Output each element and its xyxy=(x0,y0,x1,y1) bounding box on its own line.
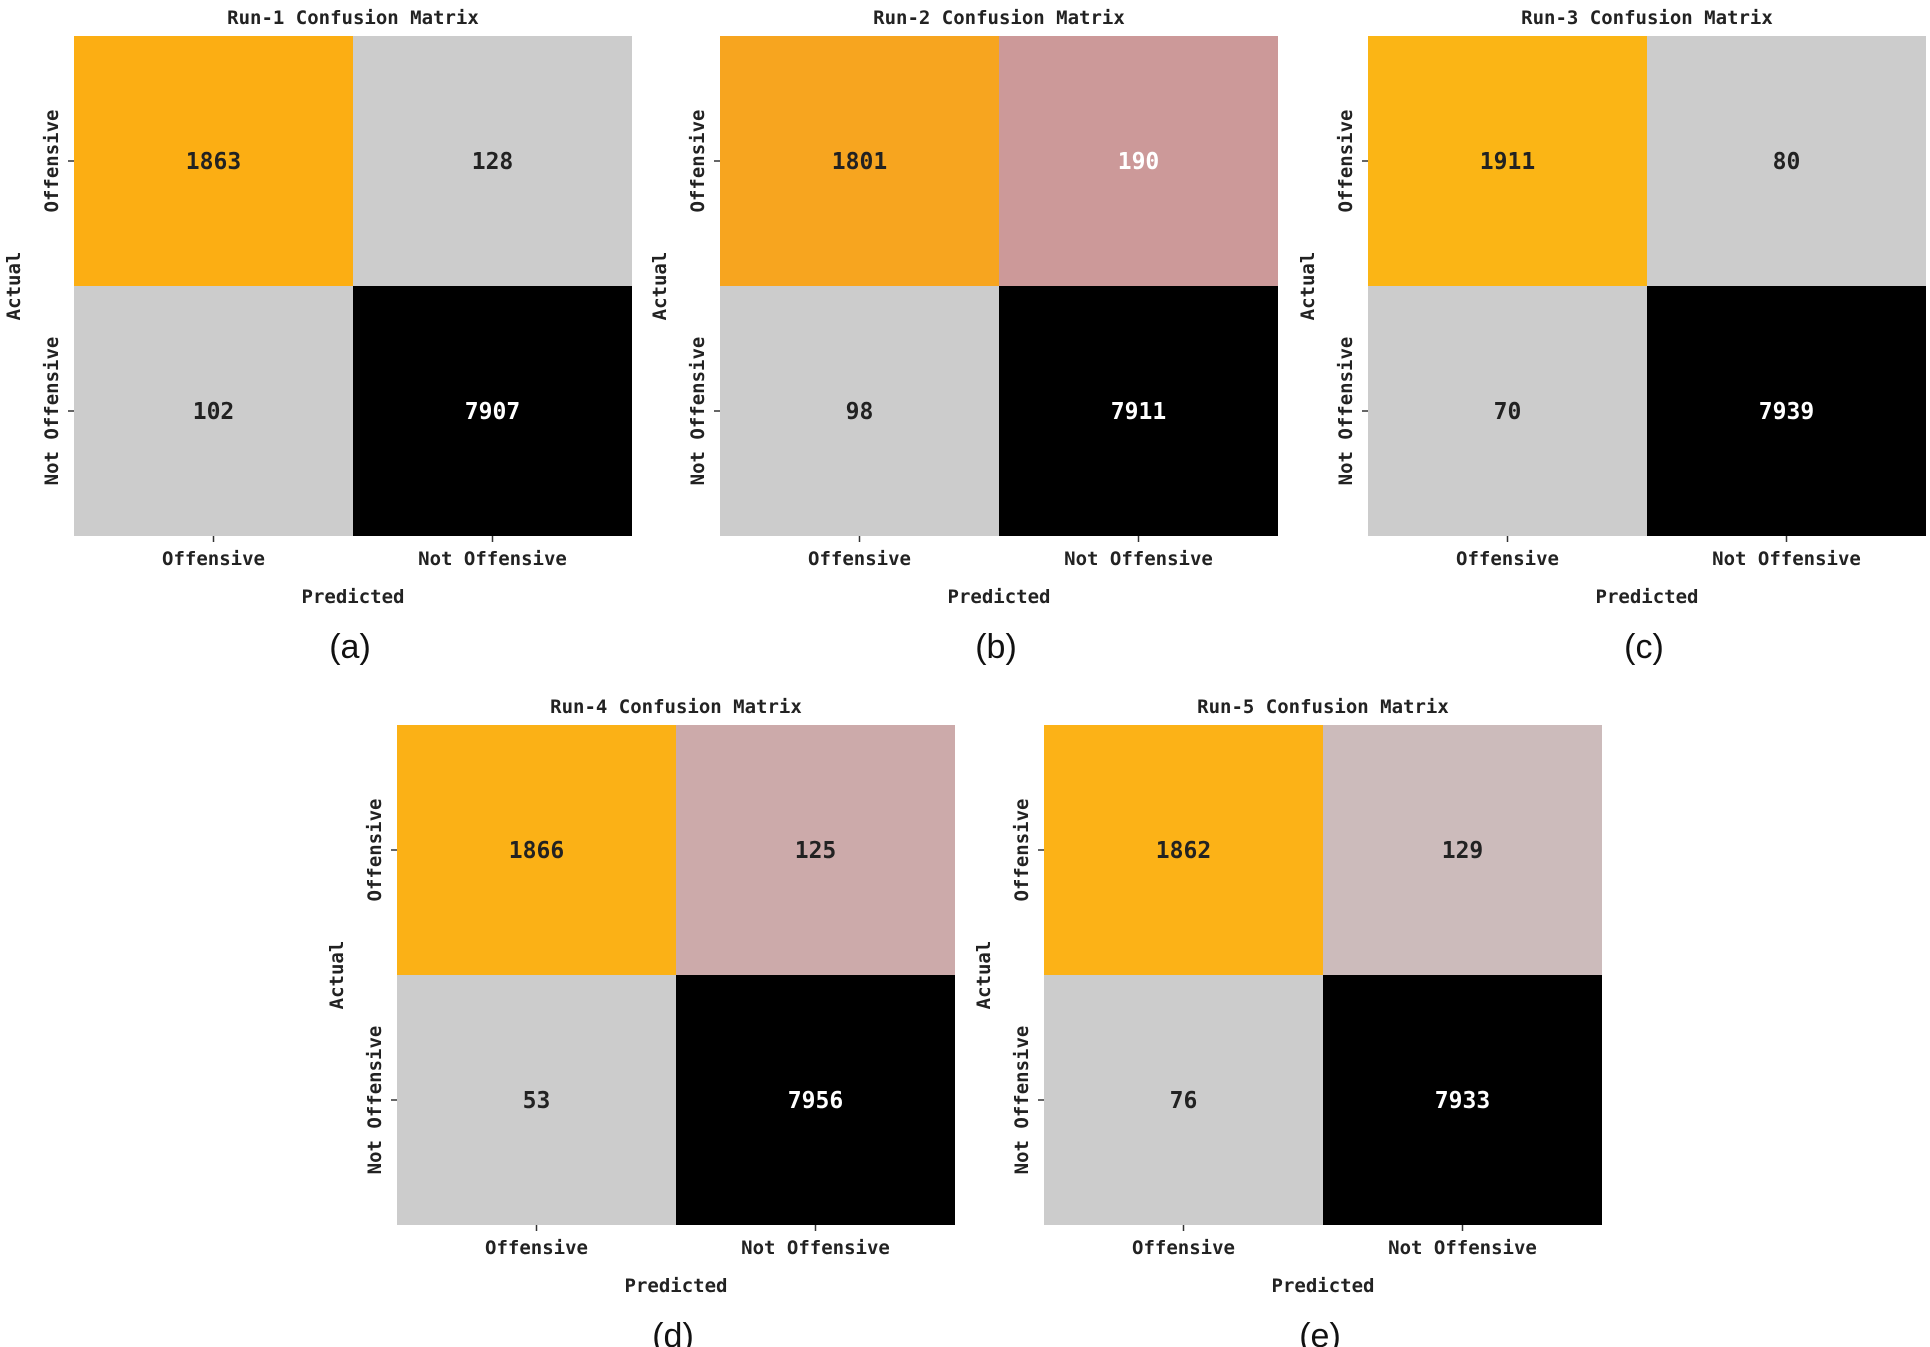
heatmap-cell xyxy=(1323,975,1602,1225)
y-tick-label: Offensive xyxy=(41,110,63,213)
heatmap-cell xyxy=(1323,725,1602,975)
x-axis-label: Predicted xyxy=(948,586,1051,608)
chart-title: Run-1 Confusion Matrix xyxy=(227,7,479,29)
cell-value-label: 1801 xyxy=(832,149,887,175)
cell-value-label: 1863 xyxy=(186,149,241,175)
panel-caption: (b) xyxy=(975,628,1017,666)
heatmap-cell xyxy=(1044,975,1323,1225)
y-tick-label: Not Offensive xyxy=(364,1026,386,1175)
heatmap-cell xyxy=(720,36,999,286)
confusion-matrix-panel-4: Run-4 Confusion Matrix 1866 125 53 7956 Offen… xyxy=(326,696,955,1347)
heatmap-cell xyxy=(1368,286,1647,536)
x-tick-label: Not Offensive xyxy=(1388,1237,1537,1259)
chart-title: Run-3 Confusion Matrix xyxy=(1521,7,1773,29)
y-tick-label: Offensive xyxy=(364,799,386,902)
x-tick-label: Offensive xyxy=(808,548,911,570)
confusion-matrix-panel-3: Run-3 Confusion Matrix 1911 80 70 7939 Offens… xyxy=(1297,7,1926,666)
cell-value-label: 53 xyxy=(523,1088,551,1114)
y-tick-label: Not Offensive xyxy=(1011,1026,1033,1175)
cell-value-label: 190 xyxy=(1118,149,1160,175)
panel-caption: (e) xyxy=(1299,1317,1341,1347)
heatmap-cell xyxy=(1368,36,1647,286)
chart-title: Run-4 Confusion Matrix xyxy=(550,696,802,718)
chart-title: Run-5 Confusion Matrix xyxy=(1197,696,1449,718)
cell-value-label: 70 xyxy=(1494,399,1522,425)
x-tick-label: Offensive xyxy=(1132,1237,1235,1259)
x-tick-label: Not Offensive xyxy=(418,548,567,570)
heatmap-cell xyxy=(676,725,955,975)
heatmap-cell xyxy=(74,36,353,286)
x-tick-label: Offensive xyxy=(1456,548,1559,570)
x-tick-label: Offensive xyxy=(485,1237,588,1259)
cell-value-label: 102 xyxy=(193,399,235,425)
confusion-matrix-panel-5: Run-5 Confusion Matrix 1862 129 76 7933 Offen… xyxy=(973,696,1602,1347)
heatmap-cell xyxy=(999,286,1278,536)
cell-value-label: 125 xyxy=(795,838,837,864)
x-tick-label: Offensive xyxy=(162,548,265,570)
cell-value-label: 7956 xyxy=(788,1088,843,1114)
heatmap-cell xyxy=(1647,286,1926,536)
heatmap-cell xyxy=(397,975,676,1225)
y-tick-label: Offensive xyxy=(687,110,709,213)
cell-value-label: 76 xyxy=(1170,1088,1198,1114)
cell-value-label: 7911 xyxy=(1111,399,1166,425)
heatmap-cell xyxy=(353,36,632,286)
chart-title: Run-2 Confusion Matrix xyxy=(873,7,1125,29)
x-axis-label: Predicted xyxy=(302,586,405,608)
x-tick-label: Not Offensive xyxy=(1712,548,1861,570)
heatmap-cell xyxy=(1647,36,1926,286)
panel-caption: (c) xyxy=(1624,628,1664,666)
cell-value-label: 80 xyxy=(1773,149,1801,175)
cell-value-label: 7939 xyxy=(1759,399,1814,425)
x-axis-label: Predicted xyxy=(1272,1275,1375,1297)
y-axis-label: Actual xyxy=(3,252,25,321)
y-tick-label: Not Offensive xyxy=(1335,337,1357,486)
y-axis-label: Actual xyxy=(973,941,995,1010)
heatmap-cell xyxy=(720,286,999,536)
y-axis-label: Actual xyxy=(1297,252,1319,321)
cell-value-label: 1862 xyxy=(1156,838,1211,864)
x-tick-label: Not Offensive xyxy=(741,1237,890,1259)
cell-value-label: 7907 xyxy=(465,399,520,425)
y-tick-label: Offensive xyxy=(1335,110,1357,213)
cell-value-label: 128 xyxy=(472,149,514,175)
cell-value-label: 98 xyxy=(846,399,874,425)
heatmap-cell xyxy=(999,36,1278,286)
x-axis-label: Predicted xyxy=(625,1275,728,1297)
cell-value-label: 7933 xyxy=(1435,1088,1490,1114)
confusion-matrix-panel-1: Run-1 Confusion Matrix 1863 128 102 7907 Offe… xyxy=(3,7,632,666)
heatmap-cell xyxy=(397,725,676,975)
x-tick-label: Not Offensive xyxy=(1064,548,1213,570)
y-tick-label: Not Offensive xyxy=(41,337,63,486)
confusion-matrix-panel-2: Run-2 Confusion Matrix 1801 190 98 7911 Offen… xyxy=(649,7,1278,666)
x-axis-label: Predicted xyxy=(1596,586,1699,608)
y-tick-label: Not Offensive xyxy=(687,337,709,486)
y-tick-label: Offensive xyxy=(1011,799,1033,902)
heatmap-cell xyxy=(74,286,353,536)
heatmap-cell xyxy=(1044,725,1323,975)
heatmap-cell xyxy=(353,286,632,536)
panel-caption: (a) xyxy=(329,628,371,666)
heatmap-cell xyxy=(676,975,955,1225)
cell-value-label: 1866 xyxy=(509,838,564,864)
y-axis-label: Actual xyxy=(326,941,348,1010)
y-axis-label: Actual xyxy=(649,252,671,321)
cell-value-label: 1911 xyxy=(1480,149,1535,175)
cell-value-label: 129 xyxy=(1442,838,1484,864)
panel-caption: (d) xyxy=(652,1317,694,1347)
